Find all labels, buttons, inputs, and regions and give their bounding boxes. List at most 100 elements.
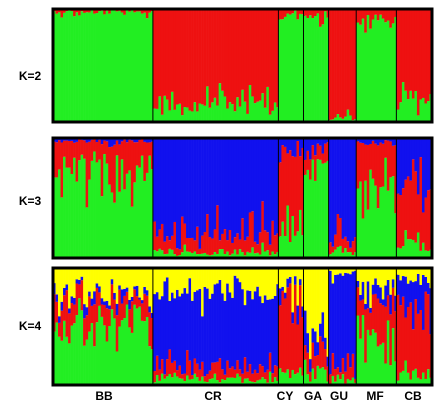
- bar-segment: [354, 138, 357, 238]
- bar-segment: [389, 177, 393, 258]
- bar-segment: [83, 268, 86, 305]
- bar-segment: [263, 268, 267, 296]
- bar-segment: [196, 111, 199, 122]
- bar-segment: [170, 138, 174, 236]
- bar-segment: [424, 378, 428, 385]
- bar-segment: [336, 367, 340, 375]
- bar-segment: [316, 355, 320, 366]
- bar-segment: [120, 289, 124, 304]
- bar-segment: [369, 169, 373, 258]
- bar-segment: [298, 285, 302, 368]
- bar-segment: [261, 93, 265, 122]
- bar-segment: [128, 170, 132, 258]
- bar-segment: [143, 180, 147, 258]
- bar-segment: [376, 284, 380, 299]
- bar-segment: [251, 211, 255, 248]
- bar-segment: [326, 356, 330, 367]
- bar-segment: [90, 160, 94, 258]
- bar-segment: [120, 303, 124, 321]
- bar-segment: [75, 12, 79, 123]
- bar-segment: [223, 374, 227, 381]
- bar-segment: [291, 323, 295, 370]
- bar-segment: [246, 236, 250, 252]
- bar-segment: [321, 9, 325, 25]
- bar-segment: [238, 106, 242, 122]
- bar-segment: [231, 253, 235, 258]
- bar-segment: [243, 138, 247, 241]
- bar-segment: [218, 9, 222, 84]
- bar-segment: [138, 306, 142, 385]
- bar-segment: [309, 9, 312, 16]
- bar-segment: [256, 286, 260, 374]
- bar-segment: [421, 329, 425, 373]
- bar-segment: [110, 146, 114, 193]
- bar-segment: [223, 300, 227, 375]
- bar-segment: [103, 301, 107, 305]
- bar-segment: [386, 295, 390, 321]
- bar-segment: [406, 372, 410, 385]
- bar-segment: [359, 138, 363, 143]
- bar-segment: [178, 378, 182, 385]
- bar-segment: [65, 268, 69, 285]
- bar-segment: [63, 156, 66, 258]
- bar-segment: [416, 194, 420, 233]
- bar-segment: [183, 288, 187, 374]
- bar-segment: [211, 268, 214, 294]
- bar-segment: [391, 9, 395, 24]
- bar-segment: [394, 16, 398, 122]
- bar-segment: [98, 292, 101, 306]
- bar-segment: [55, 301, 59, 323]
- bar-segment: [223, 254, 227, 258]
- bar-segment: [243, 268, 247, 306]
- bar-segment: [228, 377, 232, 385]
- bar-segment: [361, 268, 365, 282]
- bar-segment: [344, 272, 347, 372]
- bar-segment: [135, 296, 139, 309]
- bar-segment: [203, 376, 207, 382]
- bar-segment: [253, 369, 257, 383]
- bar-segment: [246, 378, 250, 385]
- bar-segment: [226, 138, 229, 241]
- bar-segment: [426, 9, 430, 102]
- bar-segment: [356, 22, 360, 122]
- bar-segment: [105, 300, 109, 309]
- bar-segment: [191, 111, 194, 122]
- bar-segment: [278, 138, 282, 163]
- bar-segment: [339, 273, 342, 373]
- bar-segment: [78, 160, 81, 258]
- bar-segment: [364, 32, 368, 122]
- bar-segment: [113, 318, 117, 385]
- bar-segment: [359, 181, 363, 258]
- bar-segment: [193, 240, 197, 252]
- bar-segment: [356, 138, 360, 142]
- population-label-mf: MF: [366, 389, 383, 403]
- bar-segment: [98, 268, 101, 287]
- bar-segment: [401, 9, 405, 83]
- bar-segment: [143, 141, 147, 181]
- bar-segment: [379, 138, 383, 143]
- bar-segment: [288, 378, 292, 385]
- bar-segment: [251, 299, 255, 374]
- bar-segment: [324, 138, 327, 144]
- bar-segment: [155, 9, 159, 109]
- bar-segment: [261, 201, 265, 243]
- bar-segment: [341, 275, 345, 359]
- bar-segment: [281, 145, 285, 222]
- bar-segment: [226, 268, 229, 284]
- bar-segment: [196, 268, 199, 291]
- bar-segment: [165, 138, 169, 237]
- bar-segment: [316, 365, 320, 385]
- bar-segment: [233, 268, 237, 276]
- bar-segment: [266, 268, 270, 300]
- bar-segment: [414, 368, 418, 385]
- bar-segment: [68, 268, 71, 309]
- bar-segment: [208, 107, 212, 122]
- bar-segment: [273, 365, 277, 378]
- bar-segment: [389, 314, 393, 366]
- bar-segment: [369, 335, 373, 385]
- bar-segment: [293, 276, 297, 285]
- bar-segment: [88, 296, 91, 332]
- bar-segment: [419, 310, 423, 380]
- bar-segment: [65, 11, 69, 123]
- bar-segment: [283, 372, 287, 385]
